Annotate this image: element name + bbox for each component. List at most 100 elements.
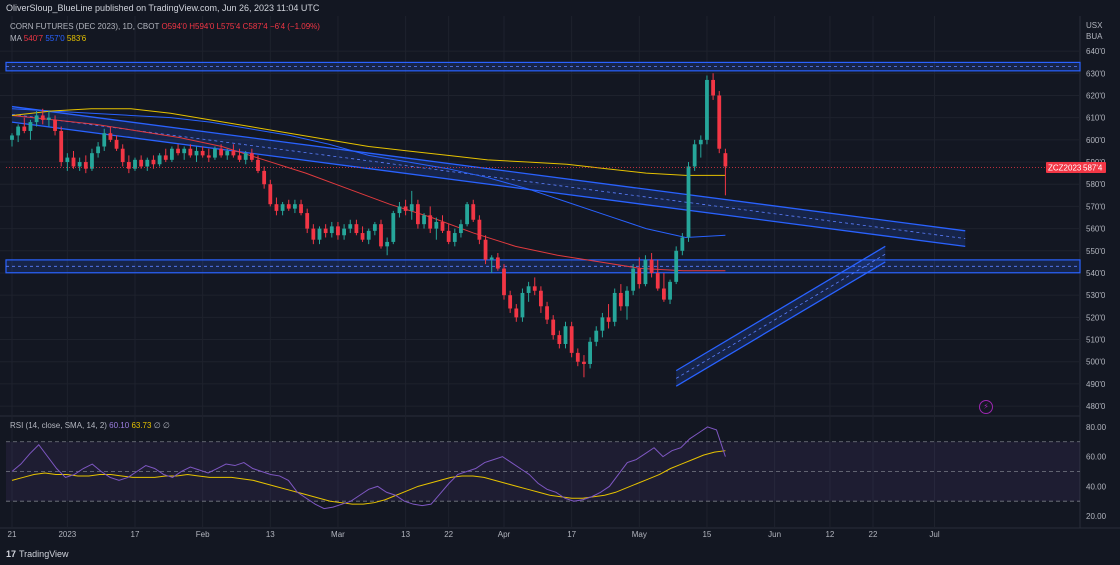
candle-body [157,155,162,165]
channel-upper-line [675,245,886,372]
candle-body [342,228,346,236]
rsi-tick-label: 60.00 [1086,453,1107,462]
ma1-value: 540'7 [23,34,44,43]
rsi-tick-label: 80.00 [1086,423,1107,432]
channels [11,105,966,387]
time-tick-label: 22 [869,530,878,539]
candle-body [477,219,482,240]
channel-lower-line [11,121,966,248]
open-value: O594'0 [161,22,187,31]
time-tick-label: Apr [498,530,511,539]
candle-body [28,122,33,131]
time-axis[interactable]: 21 2023 17 Feb 13 Mar 13 22 Apr 17 May 15 Jun 12 22 Jul [8,530,940,539]
flash-icon[interactable]: ⚡ [979,400,993,414]
rsi-label[interactable]: RSI (14, close, SMA, 14, 2) [10,421,107,430]
candle-body [225,150,230,156]
currency-line2: BUA [1086,32,1103,41]
candle-body [575,352,580,362]
candle-body [446,230,451,242]
candle-body [662,288,666,300]
candle-body [354,224,359,234]
candle-body [532,286,537,291]
symbol-label[interactable]: CORN FUTURES (DEC 2023), 1D, CBOT [10,22,160,31]
candle-body [637,268,642,285]
candle-body [47,117,51,120]
candle-body [625,290,629,307]
candle-body [139,159,144,167]
candle-body [723,153,728,167]
candle-body [114,139,119,149]
price-tick-label: 580'0 [1086,180,1106,189]
price-tick-label: 490'0 [1086,380,1106,389]
chart-legend: CORN FUTURES (DEC 2023), 1D, CBOT O594'0… [10,21,320,45]
rsi-value: 60.10 [109,421,130,430]
candle-body [618,292,623,307]
time-tick-label: Mar [331,530,345,539]
ma3-value: 583'6 [66,34,87,43]
time-tick-label: 17 [567,530,576,539]
publisher-text: OliverSloup_BlueLine published on Tradin… [6,3,320,13]
ma-line-1 [11,114,726,272]
ma-label[interactable]: MA [10,34,22,43]
price-tick-label: 550'0 [1086,247,1106,256]
candle-body [520,292,525,318]
candle-body [90,153,94,169]
rsi-legend: RSI (14, close, SMA, 14, 2) 60.10 63.73 … [10,421,170,430]
candle-body [495,257,500,269]
candle-body [643,259,648,285]
candle-body [286,204,291,209]
candle-body [705,79,709,140]
rsi-tick-label: 40.00 [1086,482,1107,491]
candle-body [237,155,242,160]
candle-body [145,159,150,167]
candle-body [379,224,383,247]
price-tick-label: 640'0 [1086,47,1106,56]
candle-body [385,241,390,247]
time-tick-label: Jul [929,530,939,539]
candle-body [588,341,592,364]
candle-body [317,228,322,240]
time-tick-label: Jun [768,530,781,539]
price-badge-value: 587'4 [1083,164,1103,173]
low-value: L575'4 [216,22,241,31]
time-tick-label: May [632,530,647,539]
candle-body [649,259,654,273]
candle-body [249,153,254,160]
candle-body [182,148,187,154]
candle-body [34,115,39,123]
candle-body [557,335,562,344]
candle-body [631,268,636,291]
rsi-tick-label: 20.00 [1086,512,1107,521]
rsi-line [11,426,726,510]
candle-body [471,204,476,220]
candle-body [569,326,574,353]
candle-body [606,317,611,322]
candle-body [582,361,586,364]
candle-body [311,228,316,240]
moving-averages [11,108,726,272]
candle-body [206,155,211,158]
tradingview-logo-icon[interactable]: 17 [6,549,17,559]
candle-body [323,228,328,234]
candle-body [428,215,433,229]
candle-body [22,126,27,131]
candle-body [655,272,660,289]
candle-body [422,215,426,225]
candle-body [514,308,519,318]
candle-body [102,133,107,147]
candle-body [163,155,168,160]
candle-body [170,148,174,160]
candle-body [668,281,672,300]
rsi-axis[interactable]: 20.00 40.00 60.00 80.00 [1086,423,1107,521]
candle-body [194,150,199,156]
channel-upper-line [11,105,966,232]
candle-body [280,204,285,211]
price-axis[interactable]: 480'0 490'0 500'0 510'0 520'0 530'0 540'0 550'0… [1086,47,1106,411]
rsi-pane [6,426,1080,510]
candle-body [366,230,371,240]
candle-body [452,233,457,242]
candle-body [268,184,273,205]
price-tick-label: 530'0 [1086,291,1106,300]
candle-body [692,144,697,167]
